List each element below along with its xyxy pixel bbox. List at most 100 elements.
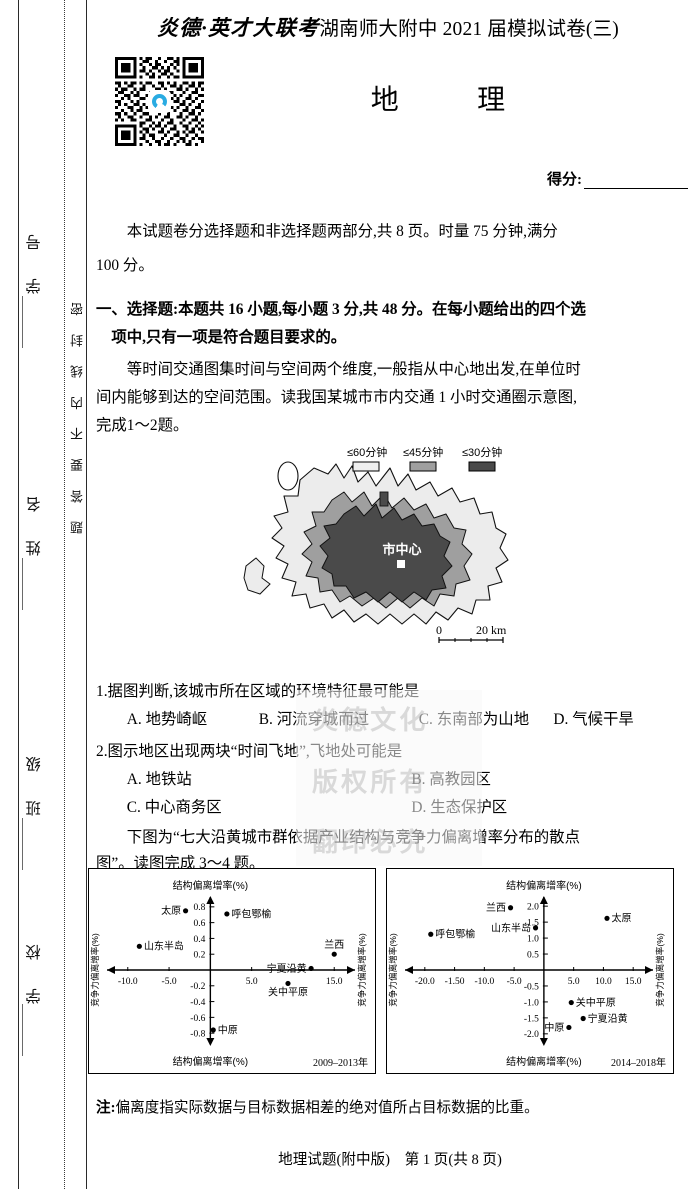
data-point-label: 兰西 xyxy=(324,938,344,951)
scatter-chart-2014-2018: -20.0 -1.50 -10.0 -5.0 5.0 10.0 15.0 2.0 1.5 1.0 0… xyxy=(386,868,674,1074)
q2-option-b[interactable]: B. 高教园区 xyxy=(411,771,491,788)
legend-swatch-45 xyxy=(409,461,437,472)
data-point xyxy=(507,905,514,911)
question-1-options: A. 地势崎岖 B. 河流穿城而过 C. 东南部为山地 D. 气候干旱 xyxy=(96,706,692,734)
time-exclave-spike xyxy=(379,491,389,507)
question-2-options-row1: A. 地铁站 B. 高教园区 xyxy=(96,766,692,794)
zone-30min xyxy=(319,503,453,603)
map-center-label: 市中心 xyxy=(382,542,421,557)
note-prefix: 注: xyxy=(96,1100,116,1116)
legend-swatch-30 xyxy=(468,461,496,472)
data-point-label: 呼包鄂榆 xyxy=(435,928,475,941)
q1-option-d[interactable]: D. 气候干旱 xyxy=(553,711,634,728)
subject-title: 地 理 xyxy=(370,85,531,116)
q1-option-a[interactable]: A. 地势崎岖 xyxy=(126,711,208,728)
x-axis-arrow-left xyxy=(405,966,413,974)
q2-option-a[interactable]: A. 地铁站 xyxy=(126,771,192,788)
y-tick-label: -0.5 xyxy=(524,982,539,992)
x-axis-title-left: 竞争力偏离增率(%) xyxy=(89,933,100,1007)
passage1-line-1: 等时间交通图集时间与空间两个维度,一般指从中心地出发,在单位时 xyxy=(126,361,581,378)
chart-period-label: 2014–2018年 xyxy=(611,1056,666,1069)
x-tick-label: 5.0 xyxy=(246,977,258,987)
page-footer: 地理试题(附中版) 第 1 页(共 8 页) xyxy=(278,1152,502,1168)
q1-option-c[interactable]: C. 东南部为山地 xyxy=(418,711,530,728)
data-point xyxy=(532,925,539,931)
passage1-line-3: 完成1～2题。 xyxy=(96,417,189,434)
question-1-number: 1. xyxy=(96,683,108,700)
sidebar-rule-inner xyxy=(86,0,87,1189)
y-tick-label: 0.6 xyxy=(193,919,205,929)
data-point-label: 太原 xyxy=(611,912,631,925)
y-tick-label: -0.8 xyxy=(190,1030,205,1040)
data-point xyxy=(331,951,337,957)
x-axis-title-right: 竞争力偏离增率(%) xyxy=(654,933,665,1007)
q2-option-d[interactable]: D. 生态保护区 xyxy=(411,799,508,816)
y-tick-label: 0.8 xyxy=(193,903,205,913)
isochrone-map-figure: 市中心 ≤60分钟 ≤45分钟 ≤30分钟 0 20 km xyxy=(240,438,540,668)
data-point xyxy=(428,931,434,937)
q1-option-b[interactable]: B. 河流穿城而过 xyxy=(258,711,370,728)
note-text: 偏离度指实际数据与目标数据相差的绝对值所占目标数据的比重。 xyxy=(115,1100,539,1116)
y-tick-label: -0.2 xyxy=(190,982,205,992)
y-tick-label: 2.0 xyxy=(527,903,539,913)
y-axis-title-bottom: 结构偏离增率(%) xyxy=(506,1055,582,1068)
x-axis-arrow-left xyxy=(107,966,115,974)
sidebar-field-class: 班 级 xyxy=(26,750,43,817)
y-tick-label: 1.5 xyxy=(527,919,539,929)
sidebar-field-name: 姓 名 xyxy=(26,490,43,557)
map-legend: ≤60分钟 ≤45分钟 ≤30分钟 xyxy=(347,445,502,472)
data-point xyxy=(568,999,574,1006)
binding-margin-sidebar: 学 号 姓 名 班 级 学 校 题 答 要 不 内 线 封 密 xyxy=(0,0,88,1189)
question-2-text: 图示地区出现两块“时间飞地”,飞地处可能是 xyxy=(107,743,403,760)
data-point-label: 关中平原 xyxy=(268,985,308,998)
question-2-number: 2. xyxy=(96,743,108,760)
sidebar-field-rule-2 xyxy=(22,558,23,610)
legend-label-45: ≤45分钟 xyxy=(403,445,443,459)
passage2-line-2: 图”。读图完成 3～4 题。 xyxy=(96,855,265,872)
y-tick-label: -1.5 xyxy=(524,1014,539,1024)
qr-center-logo-icon xyxy=(148,90,171,113)
data-point xyxy=(604,915,610,921)
x-tick-label: -10.0 xyxy=(474,977,494,987)
section-heading-line-1: 一、选择题:本题共 16 小题,每小题 3 分,共 48 分。在每小题给出的四个… xyxy=(96,301,586,318)
y-axis-title-top: 结构偏离增率(%) xyxy=(506,879,582,892)
x-axis-arrow-right xyxy=(645,966,653,974)
question-2-options-row2: C. 中心商务区 D. 生态保护区 xyxy=(96,794,692,822)
data-point-label: 太原 xyxy=(161,904,181,917)
sidebar-field-rule-1 xyxy=(22,296,23,348)
question-1-stem: 1.据图判断,该城市所在区域的环境特征最可能是 xyxy=(96,678,692,706)
question-2-stem: 2.图示地区出现两块“时间飞地”,飞地处可能是 xyxy=(96,738,692,766)
q2-option-c[interactable]: C. 中心商务区 xyxy=(126,799,222,816)
section-heading-line-2: 项中,只有一项是符合题目要求的。 xyxy=(111,329,347,346)
x-axis-title-right: 竞争力偏离增率(%) xyxy=(356,933,367,1007)
data-point xyxy=(136,943,142,949)
qr-code[interactable] xyxy=(115,57,204,146)
sidebar-seal-line-text: 题 答 要 不 内 线 封 密 xyxy=(70,300,85,534)
score-label: 得分: xyxy=(547,172,582,188)
map-scale-bar: 0 20 km xyxy=(436,623,507,643)
data-point-label: 山东半岛 xyxy=(144,940,184,953)
y-axis-title-bottom: 结构偏离增率(%) xyxy=(173,1055,249,1068)
figure-note: 注:偏离度指实际数据与目标数据相差的绝对值所占目标数据的比重。 xyxy=(96,1096,694,1117)
x-tick-label: -10.0 xyxy=(118,977,138,987)
y-tick-label: -0.4 xyxy=(190,998,205,1008)
x-axis-arrow-right xyxy=(347,966,355,974)
data-point-label: 中原 xyxy=(218,1023,238,1036)
x-tick-label: -1.50 xyxy=(445,977,465,987)
y-tick-label: 0.4 xyxy=(193,935,205,945)
sidebar-rule-outer xyxy=(18,0,19,1189)
time-exclave-lower xyxy=(243,557,271,595)
score-field[interactable]: 得分: xyxy=(547,168,688,189)
map-center-marker xyxy=(397,560,405,568)
x-tick-label: 5.0 xyxy=(568,977,580,987)
scale-max: 20 km xyxy=(476,623,507,637)
sidebar-field-rule-4 xyxy=(22,1004,23,1056)
y-axis-arrow-up xyxy=(539,896,548,904)
intro-line-1: 本试题卷分选择题和非选择题两部分,共 8 页。时量 75 分钟,满分 xyxy=(126,223,558,240)
score-blank-line[interactable] xyxy=(584,173,688,189)
intro-line-2: 100 分。 xyxy=(96,257,154,274)
y-tick-label: 0.5 xyxy=(527,950,539,960)
data-point xyxy=(210,1027,216,1033)
data-point xyxy=(224,911,230,917)
